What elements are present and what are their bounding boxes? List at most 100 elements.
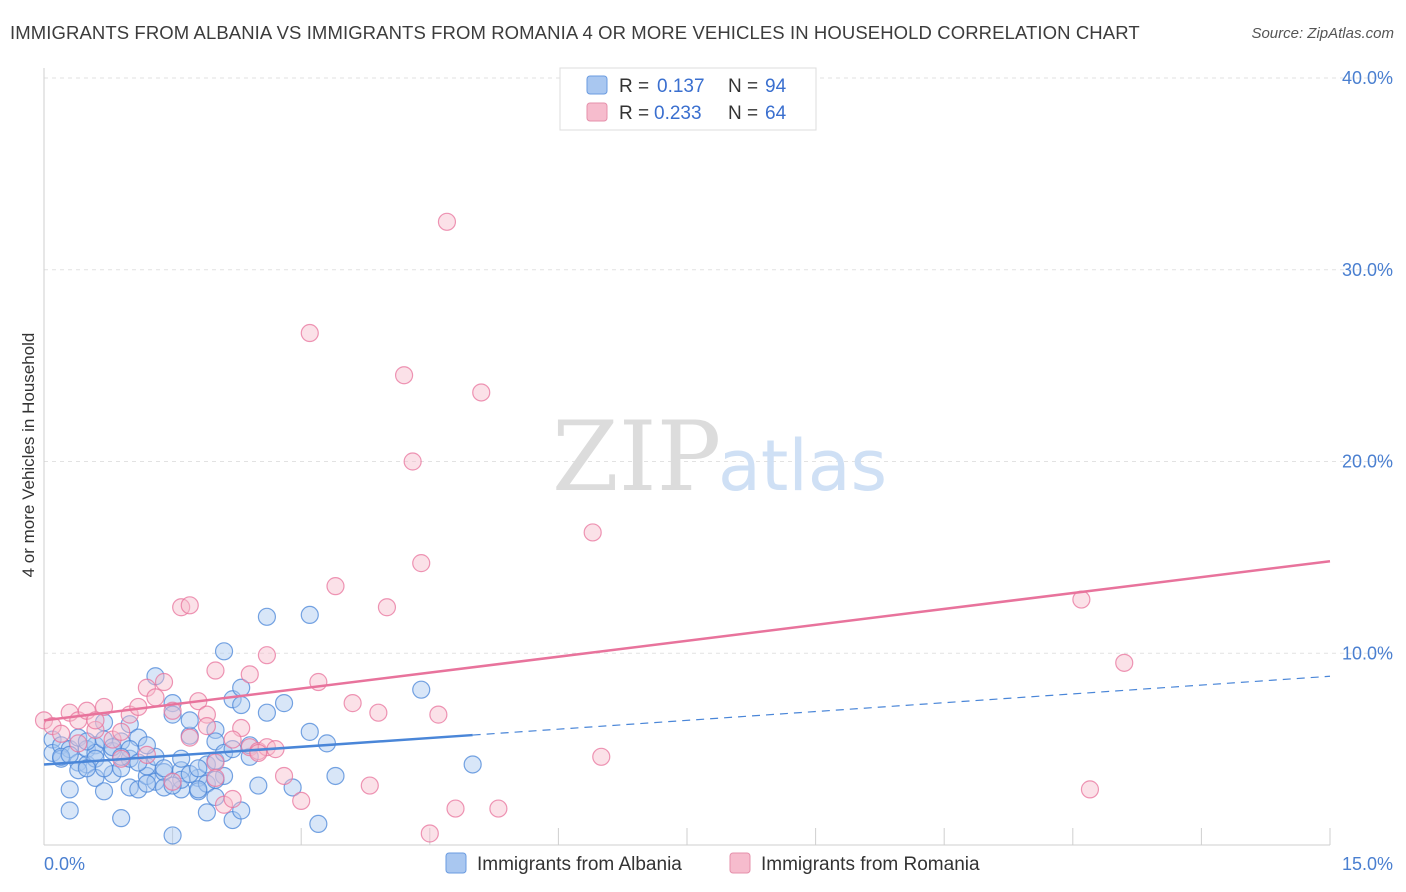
point-romania	[163, 701, 182, 720]
point-romania	[112, 722, 131, 741]
point-albania	[94, 782, 114, 801]
point-romania	[206, 768, 225, 787]
point-romania	[300, 323, 319, 343]
chart-title: IMMIGRANTS FROM ALBANIA VS IMMIGRANTS FR…	[10, 22, 1140, 43]
point-romania	[446, 799, 465, 818]
watermark-atlas: atlas	[718, 425, 887, 507]
trend-line-romania	[43, 559, 1331, 722]
point-romania	[326, 577, 345, 596]
point-romania	[257, 646, 277, 665]
point-albania	[257, 607, 277, 626]
legend-n-romania: 64	[765, 103, 787, 124]
y-tick-label: 40.0%	[1342, 68, 1393, 88]
point-albania	[112, 809, 131, 828]
y-tick-label: 10.0%	[1342, 643, 1393, 663]
point-albania	[232, 695, 251, 715]
series-legend: Immigrants from Albania Immigrants from …	[445, 852, 980, 875]
point-albania	[189, 759, 208, 778]
point-romania	[403, 452, 422, 471]
trend-lines	[43, 559, 1331, 766]
point-romania	[274, 766, 294, 786]
point-romania	[292, 791, 311, 810]
point-albania	[300, 722, 319, 741]
point-albania	[326, 766, 345, 786]
legend-n-albania: 94	[765, 76, 787, 97]
point-albania	[137, 736, 156, 755]
legend-r-label-albania: R =	[619, 76, 649, 97]
point-albania	[163, 705, 182, 724]
point-albania	[309, 814, 328, 834]
trend-line-albania-dashed	[472, 675, 1331, 736]
point-albania	[300, 605, 319, 625]
legend-r-romania: 0.233	[654, 103, 702, 124]
point-romania	[137, 745, 156, 764]
point-romania	[180, 596, 199, 615]
legend-swatch-albania	[586, 75, 608, 95]
point-romania	[206, 753, 225, 772]
bottom-legend-romania: Immigrants from Romania	[761, 854, 980, 875]
point-albania	[94, 759, 114, 778]
point-romania	[377, 598, 397, 617]
point-romania	[437, 212, 457, 231]
point-albania	[189, 780, 208, 799]
watermark-zip: ZIP	[552, 401, 721, 513]
point-albania	[60, 801, 79, 820]
legend-swatch-romania	[586, 102, 608, 122]
point-romania	[223, 730, 242, 749]
point-romania	[429, 705, 448, 724]
point-albania	[214, 642, 234, 661]
point-romania	[1115, 653, 1134, 672]
y-tick-label: 20.0%	[1342, 452, 1393, 472]
point-romania	[154, 672, 174, 692]
point-romania	[146, 688, 165, 707]
point-albania	[317, 734, 337, 753]
point-albania	[180, 711, 199, 730]
point-romania	[249, 743, 268, 763]
legend-n-label-albania: N =	[728, 76, 758, 97]
gridlines	[44, 77, 1392, 654]
point-romania	[197, 717, 216, 736]
point-romania	[420, 824, 439, 843]
point-romania	[592, 747, 611, 766]
point-albania	[257, 703, 277, 722]
bottom-legend-swatch-albania	[445, 852, 467, 874]
point-albania	[60, 780, 79, 799]
point-albania	[77, 759, 96, 778]
point-romania	[86, 711, 105, 730]
point-albania	[163, 776, 182, 795]
point-albania	[163, 826, 182, 845]
bottom-legend-albania: Immigrants from Albania	[477, 854, 682, 875]
point-albania	[172, 749, 191, 768]
point-albania	[249, 776, 268, 795]
legend-r-label-romania: R =	[619, 103, 649, 124]
point-romania	[472, 383, 491, 402]
point-romania	[394, 366, 414, 385]
point-romania	[52, 724, 71, 743]
stats-legend: R = 0.137 N = 94 R = 0.233 N = 64	[559, 67, 817, 131]
point-albania	[137, 774, 156, 793]
point-romania	[360, 776, 379, 795]
point-romania	[180, 728, 199, 747]
point-romania	[206, 661, 225, 680]
bottom-legend-swatch-romania	[729, 852, 751, 874]
legend-n-label-romania: N =	[728, 103, 758, 124]
axes	[43, 68, 1331, 846]
point-albania	[274, 694, 294, 713]
point-romania	[86, 720, 105, 740]
legend-r-albania: 0.137	[657, 76, 705, 97]
point-albania	[197, 803, 216, 822]
point-albania	[463, 755, 482, 774]
point-romania	[583, 523, 602, 542]
point-romania	[163, 772, 182, 791]
point-romania	[343, 694, 362, 713]
point-romania	[369, 703, 388, 722]
y-tick-label: 30.0%	[1342, 260, 1393, 280]
point-albania	[412, 680, 431, 699]
trend-line-albania-solid	[43, 733, 473, 766]
data-points	[34, 212, 1134, 845]
point-romania	[412, 554, 431, 573]
y-axis-label: 4 or more Vehicles in Household	[19, 333, 38, 578]
point-romania	[1080, 780, 1100, 799]
source-credit: Source: ZipAtlas.com	[1251, 25, 1394, 42]
